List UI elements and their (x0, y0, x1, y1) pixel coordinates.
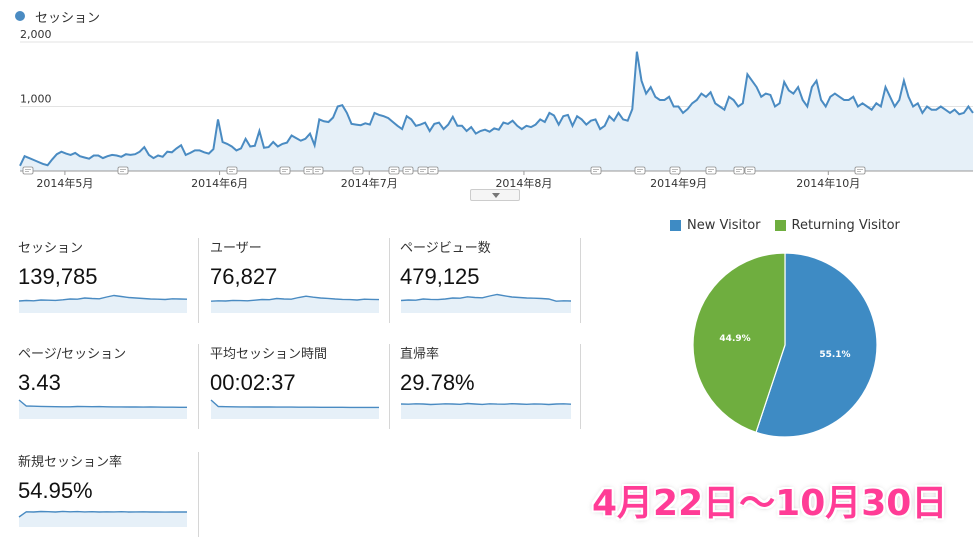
x-tick-label: 2014年8月 (495, 176, 552, 190)
comment-marker-icon[interactable] (402, 166, 414, 175)
metric-pages-per-session[interactable]: ページ/セッション 3.43 (18, 346, 198, 420)
metric-sparkline (18, 510, 188, 527)
metric-label: 新規セッション率 (18, 455, 123, 470)
comment-marker-icon[interactable] (303, 166, 315, 175)
x-tick-label: 2014年6月 (191, 176, 248, 190)
legend-series-label: セッション (35, 10, 101, 26)
metric-bounce-rate[interactable]: 直帰率 29.78% (400, 346, 580, 420)
visitor-type-pie-chart: 55.1% 44.9% (692, 252, 878, 438)
comment-marker-icon[interactable] (117, 166, 129, 175)
sparkline-area (19, 295, 187, 313)
sparkline-line (400, 402, 572, 406)
metric-label: セッション (18, 241, 84, 256)
comment-marker-icon[interactable] (279, 166, 291, 175)
metric-label: 平均セッション時間 (210, 347, 328, 362)
metric-value: 76,827 (210, 264, 278, 289)
metric-value: 479,125 (400, 264, 480, 289)
comment-marker-icon[interactable] (427, 166, 439, 175)
y-tick-label: 1,000 (20, 93, 52, 106)
metric-sparkline (210, 295, 380, 313)
pie-slice-label: 55.1% (819, 350, 850, 360)
sparkline-line (18, 399, 187, 408)
legend-item-returning-visitor[interactable]: Returning Visitor (774, 218, 900, 233)
comment-marker-icon[interactable] (854, 166, 866, 175)
divider (389, 344, 390, 429)
sparkline-area (211, 400, 379, 419)
comment-marker-icon[interactable] (22, 166, 34, 175)
divider (198, 452, 199, 537)
series-line (19, 51, 974, 167)
divider (198, 238, 199, 323)
chart-legend: セッション (15, 6, 100, 26)
divider (580, 238, 581, 323)
pie-slice-new-visitor[interactable] (755, 252, 878, 438)
chevron-down-icon (492, 193, 500, 198)
metric-label: ページ/セッション (18, 347, 127, 362)
legend-label: Returning Visitor (791, 218, 900, 233)
comment-marker-icon[interactable] (669, 166, 681, 175)
metric-label: ページビュー数 (400, 241, 491, 256)
metric-users[interactable]: ユーザー 76,827 (210, 240, 390, 314)
comment-marker-icon[interactable] (705, 166, 717, 175)
series-color-dot (15, 11, 25, 21)
collapse-chart-toggle[interactable] (470, 189, 520, 201)
comment-marker-icon[interactable] (312, 166, 324, 175)
date-range-overlay: 4月22日〜10月30日 (592, 483, 948, 524)
x-tick-label: 2014年5月 (36, 176, 93, 190)
comment-marker-icon[interactable] (733, 166, 745, 175)
metric-sparkline (18, 294, 188, 313)
sparkline-line (18, 294, 188, 302)
legend-swatch (774, 220, 786, 231)
metric-new-session-rate[interactable]: 新規セッション率 54.95% (18, 454, 198, 528)
sparkline-area (19, 511, 187, 527)
sparkline-line (400, 293, 572, 302)
comment-marker-icon[interactable] (634, 166, 646, 175)
x-tick-label: 2014年9月 (650, 176, 707, 190)
comment-marker-icon[interactable] (352, 166, 364, 175)
divider (198, 344, 199, 429)
pie-slice-returning-visitor[interactable] (692, 252, 786, 434)
legend-swatch (670, 220, 681, 231)
comment-marker-icon[interactable] (590, 166, 602, 175)
divider (389, 238, 390, 323)
metric-sparkline (400, 402, 572, 419)
sessions-area-chart: 2,000 1,000 2014年5月 2014年6月 2014年7月 2014年8月 20… (19, 30, 974, 190)
metric-value: 00:02:37 (210, 370, 296, 395)
metric-value: 54.95% (18, 478, 93, 503)
metric-sparkline (18, 399, 187, 419)
metric-sparkline (400, 293, 572, 313)
comment-marker-icon[interactable] (744, 166, 756, 175)
sparkline-line (210, 295, 380, 302)
comment-marker-icon[interactable] (417, 166, 429, 175)
pie-legend: New Visitor Returning Visitor (670, 218, 914, 233)
pie-slice-label: 44.9% (719, 334, 750, 344)
divider (580, 344, 581, 429)
sparkline-area (19, 400, 187, 419)
comment-marker-icon[interactable] (226, 166, 238, 175)
metric-label: ユーザー (210, 241, 262, 256)
sparkline-area (401, 294, 571, 313)
x-tick-label: 2014年10月 (796, 176, 860, 190)
metric-avg-session-duration[interactable]: 平均セッション時間 00:02:37 (210, 346, 390, 420)
y-tick-label: 2,000 (20, 30, 52, 41)
metric-sessions[interactable]: セッション 139,785 (18, 240, 198, 314)
series-area (20, 51, 973, 172)
legend-label: New Visitor (687, 218, 761, 233)
metric-value: 139,785 (18, 264, 98, 289)
legend-item-new-visitor[interactable]: New Visitor (670, 218, 761, 233)
metric-pageviews[interactable]: ページビュー数 479,125 (400, 240, 580, 314)
sparkline-line (210, 399, 379, 409)
sparkline-area (401, 403, 571, 419)
x-tick-label: 2014年7月 (341, 176, 398, 190)
metric-sparkline (210, 399, 379, 419)
metric-label: 直帰率 (400, 347, 440, 362)
metric-value: 29.78% (400, 370, 475, 395)
comment-marker-icon[interactable] (388, 166, 400, 175)
sparkline-line (18, 510, 188, 518)
metric-value: 3.43 (18, 370, 61, 395)
